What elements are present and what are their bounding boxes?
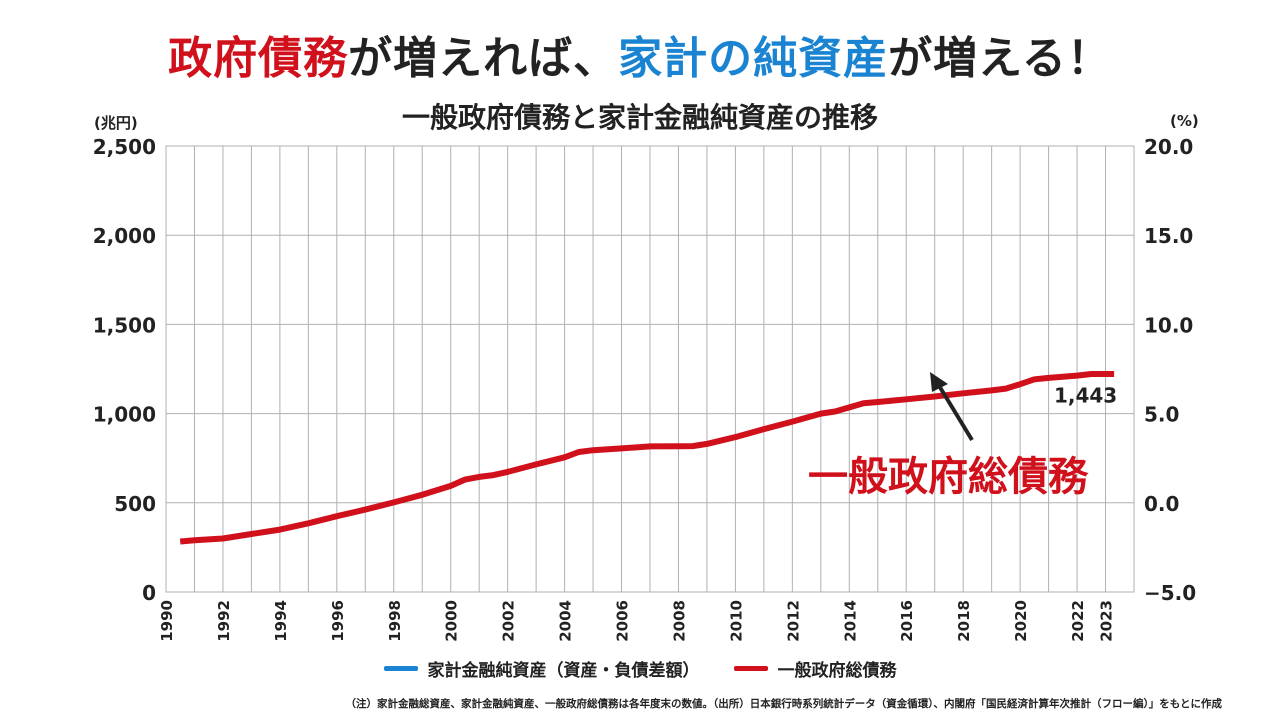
headline: 政府債務が増えれば、家計の純資産が増える！ bbox=[0, 22, 1280, 86]
x-tick-label: 1994 bbox=[272, 600, 290, 642]
x-tick-label: 2010 bbox=[727, 600, 745, 642]
x-tick-label: 1990 bbox=[158, 600, 176, 642]
callout-arrow-shaft bbox=[936, 382, 974, 442]
left-axis-unit: (兆円) bbox=[94, 114, 138, 132]
headline-part-connector: が増えれば、 bbox=[348, 33, 619, 84]
right-axis-unit: (%) bbox=[1170, 112, 1199, 130]
series-line-debt bbox=[179, 371, 1115, 545]
y-tick-label: 500 bbox=[114, 492, 156, 516]
x-tick-label: 2022 bbox=[1069, 600, 1087, 642]
legend-swatch-debt bbox=[733, 666, 768, 671]
y2-tick-label: 15.0 bbox=[1144, 224, 1193, 248]
data-label-end-value: 1,443 bbox=[1054, 383, 1117, 407]
y2-tick-label: 20.0 bbox=[1144, 135, 1193, 159]
headline-part-ending: が増える！ bbox=[888, 33, 1112, 84]
y2-tick-label: 0.0 bbox=[1144, 492, 1179, 516]
x-tick-label: 1996 bbox=[329, 600, 347, 642]
x-tick-label: 2012 bbox=[784, 600, 802, 642]
legend-swatch-assets bbox=[383, 666, 418, 671]
headline-part-assets: 家計の純資産 bbox=[618, 33, 889, 84]
x-tick-label: 1992 bbox=[215, 600, 233, 642]
y2-tick-label: 5.0 bbox=[1144, 403, 1179, 427]
x-tick-label: 2020 bbox=[1012, 600, 1030, 642]
x-tick-label: 2002 bbox=[500, 600, 518, 642]
chart-legend: 家計金融純資産（資産・負債差額） 一般政府総債務 bbox=[0, 656, 1280, 681]
y-tick-label: 1,500 bbox=[93, 313, 156, 337]
y2-tick-label: −5.0 bbox=[1144, 581, 1196, 605]
y2-tick-label: 10.0 bbox=[1144, 313, 1193, 337]
callout-arrow-head bbox=[930, 372, 948, 392]
y-tick-label: 2,000 bbox=[93, 224, 156, 248]
x-tick-label: 2004 bbox=[557, 600, 575, 642]
y-tick-label: 0 bbox=[142, 581, 156, 605]
y-tick-label: 1,000 bbox=[93, 403, 156, 427]
legend-label-debt: 一般政府総債務 bbox=[777, 661, 897, 681]
headline-part-debt: 政府債務 bbox=[168, 33, 349, 84]
chart-subtitle: 一般政府債務と家計金融純資産の推移 bbox=[401, 101, 878, 134]
legend-item-assets: 家計金融純資産（資産・負債差額） bbox=[383, 656, 700, 681]
y-tick-label: 2,500 bbox=[93, 135, 156, 159]
series-callout-label: 一般政府総債務 bbox=[808, 454, 1089, 500]
x-tick-label: 2023 bbox=[1098, 600, 1116, 642]
x-tick-label: 2018 bbox=[955, 600, 973, 642]
x-tick-label: 2016 bbox=[898, 600, 916, 642]
legend-label-assets: 家計金融純資産（資産・負債差額） bbox=[427, 661, 700, 681]
footnote: （注）家計金融総資産、家計金融純資産、一般政府総債務は各年度末の数値。（出所）日… bbox=[345, 698, 1222, 710]
x-tick-label: 2000 bbox=[443, 600, 461, 642]
x-tick-label: 2006 bbox=[614, 600, 632, 642]
x-tick-label: 2014 bbox=[841, 600, 859, 642]
legend-item-debt: 一般政府総債務 bbox=[733, 656, 897, 681]
x-tick-label: 2008 bbox=[670, 600, 688, 642]
x-tick-label: 1998 bbox=[386, 600, 404, 642]
